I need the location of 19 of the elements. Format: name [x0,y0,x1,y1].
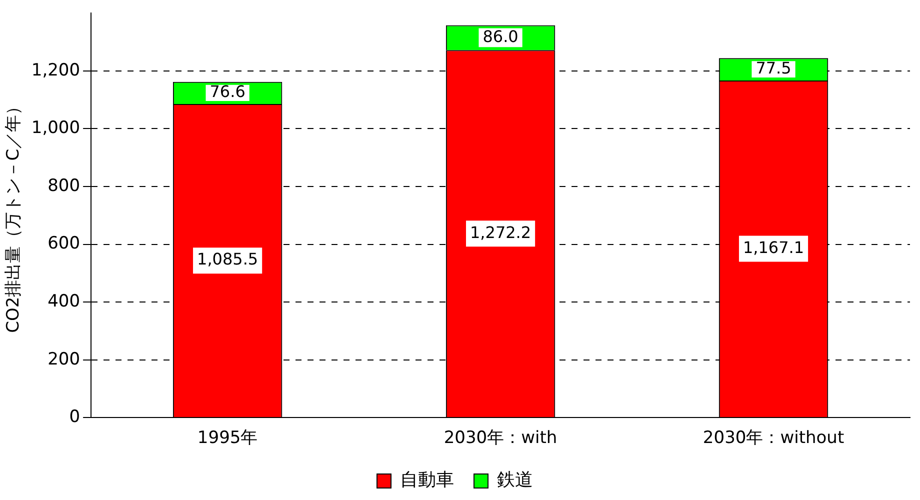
legend-label: 鉄道 [497,470,533,491]
y-axis-title: CO2排出量（万トン－C／年） [4,98,24,333]
y-tick-label: 1,000 [31,118,80,138]
x-tick-label: 2030年：with [444,428,558,448]
data-label: 76.6 [210,82,246,102]
legend-label: 自動車 [400,470,454,491]
y-tick-label: 600 [48,234,80,254]
y-tick-label: 800 [48,176,80,196]
data-label: 1,085.5 [197,250,258,269]
y-tick-label: 400 [48,291,80,312]
x-tick-label: 1995年 [197,428,258,448]
data-label: 1,167.1 [742,238,804,257]
y-tick-label: 0 [69,407,80,428]
data-label: 77.5 [756,58,792,78]
y-tick-label: 200 [48,349,80,370]
x-tick-label: 2030年：without [702,428,844,448]
data-label: 1,272.2 [470,222,532,242]
y-tick-label: 1,200 [31,60,80,80]
data-label: 86.0 [482,26,518,46]
